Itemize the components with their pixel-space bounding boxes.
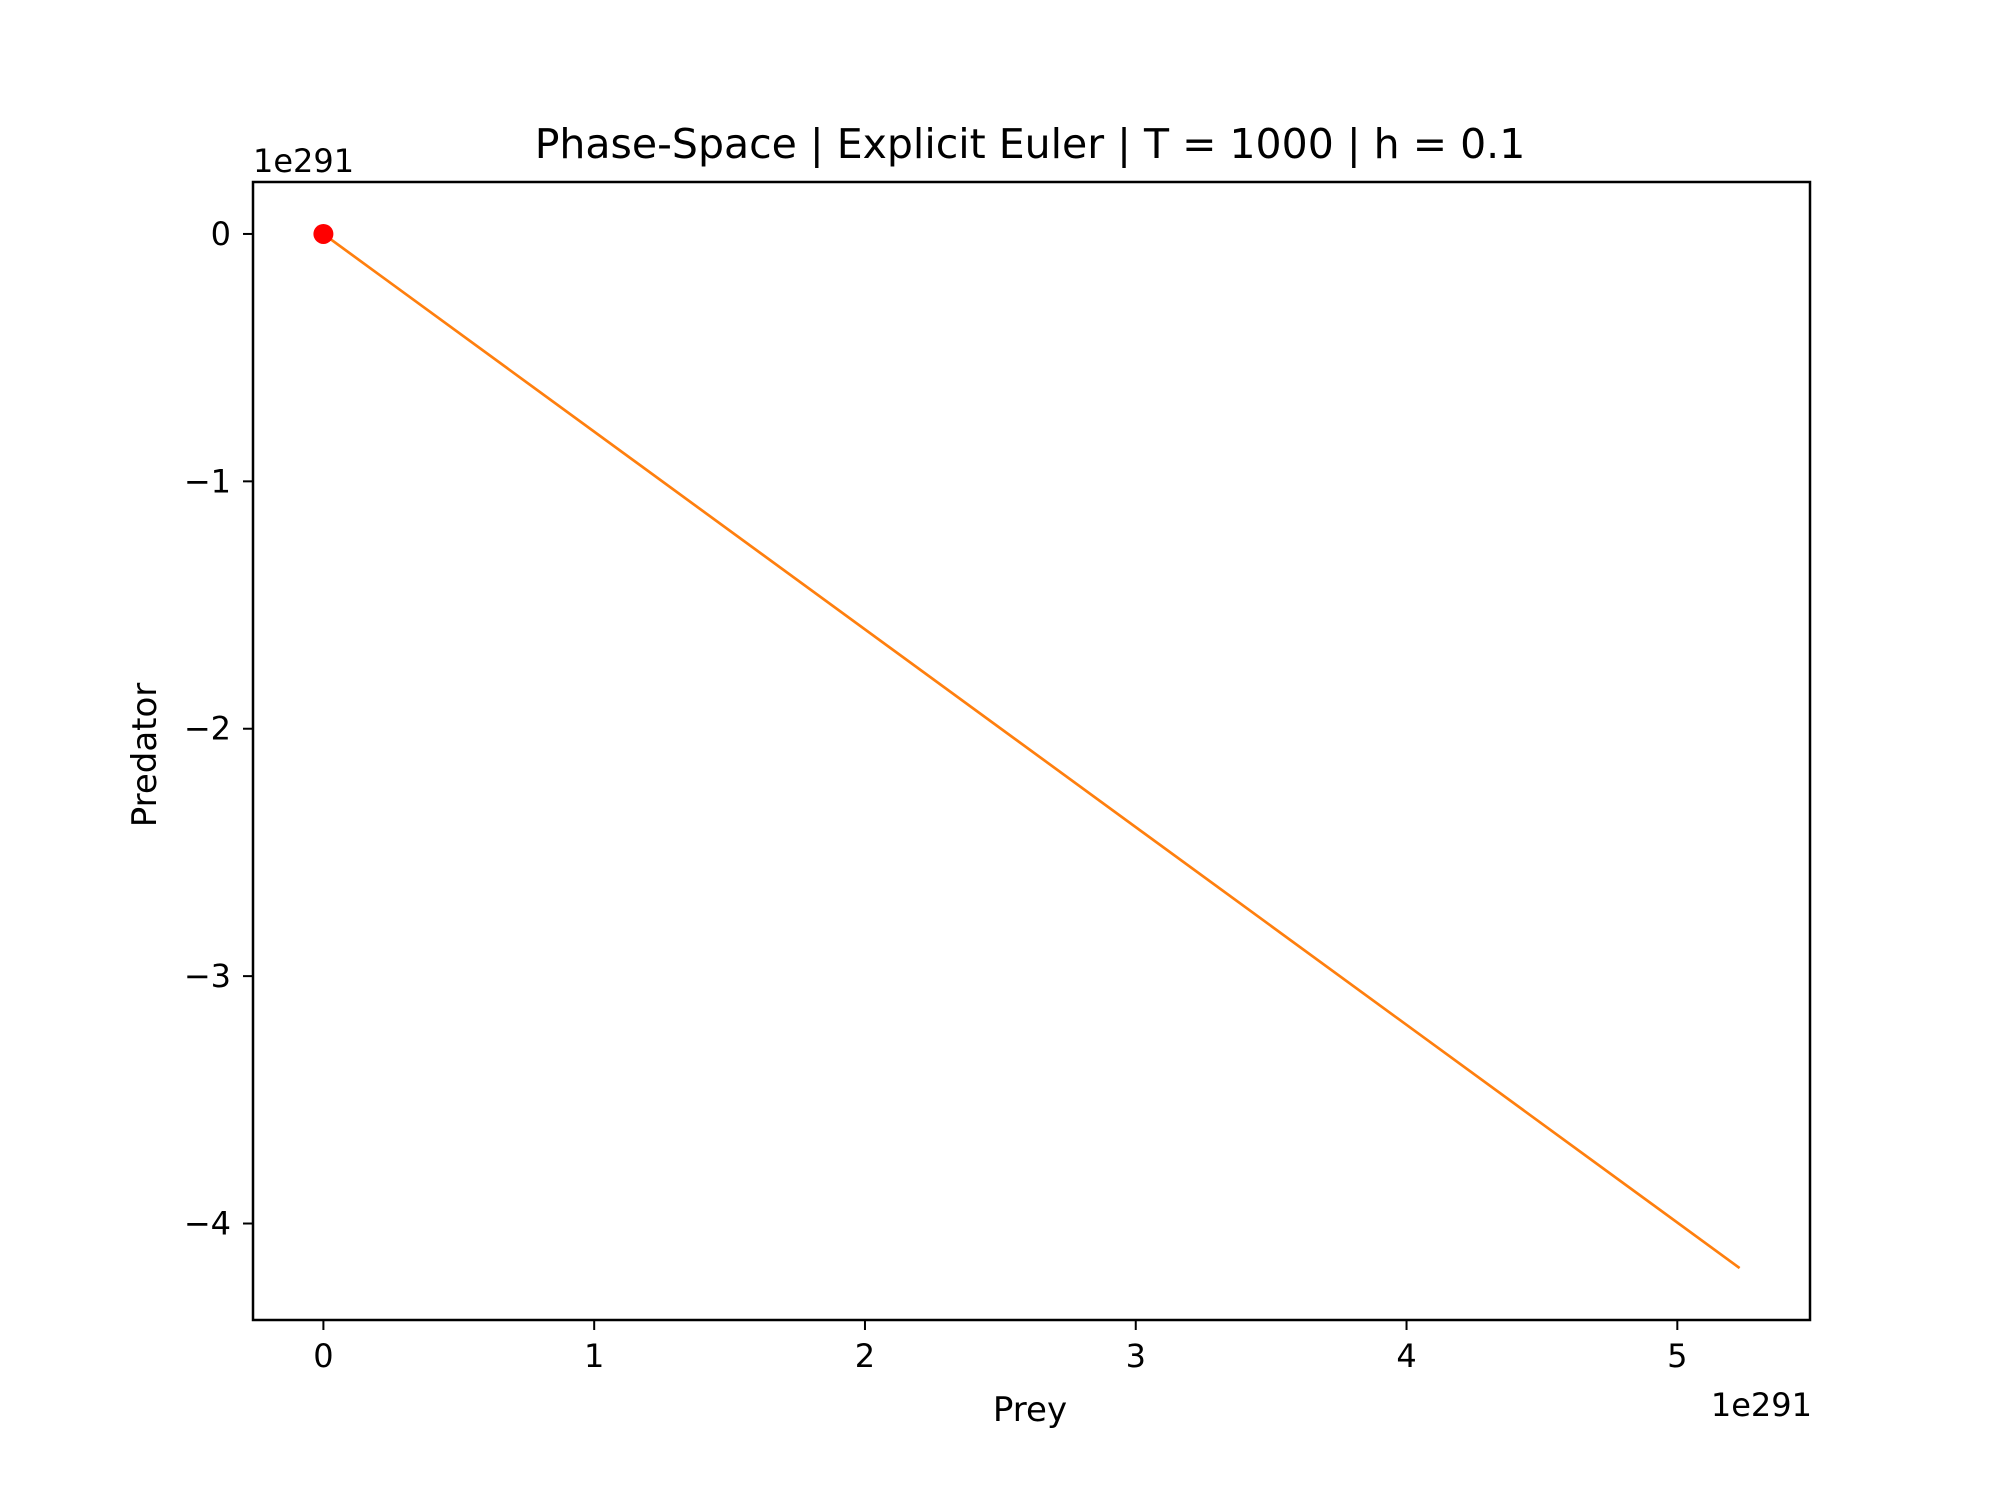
- y-tick-label: 0: [211, 215, 231, 253]
- x-tick-label: 3: [1126, 1337, 1146, 1375]
- y-offset-label: 1e291: [253, 142, 354, 180]
- start-point-marker: [313, 223, 334, 244]
- x-tick-label: 0: [313, 1337, 333, 1375]
- y-tick-label: −4: [184, 1205, 231, 1243]
- axes-frame: [251, 180, 1812, 1322]
- x-axis-label: Prey: [993, 1390, 1067, 1430]
- tick-layer: 0 1 2 3 4 5 0 −1 −2 −3 −4: [184, 215, 1688, 1375]
- x-tick-label: 4: [1396, 1337, 1416, 1375]
- y-tick-label: −2: [184, 710, 231, 748]
- series-line-0: [322, 232, 1741, 1270]
- x-tick-label: 2: [855, 1337, 875, 1375]
- y-tick-label: −3: [184, 957, 231, 995]
- x-offset-label: 1e291: [1711, 1386, 1812, 1424]
- chart-title: Phase-Space | Explicit Euler | T = 1000 …: [535, 120, 1526, 168]
- x-tick-label: 1: [584, 1337, 604, 1375]
- x-tick-label: 5: [1667, 1337, 1687, 1375]
- y-axis-label: Predator: [125, 683, 165, 828]
- plot-area: [313, 223, 1741, 1270]
- y-tick-label: −1: [184, 462, 231, 500]
